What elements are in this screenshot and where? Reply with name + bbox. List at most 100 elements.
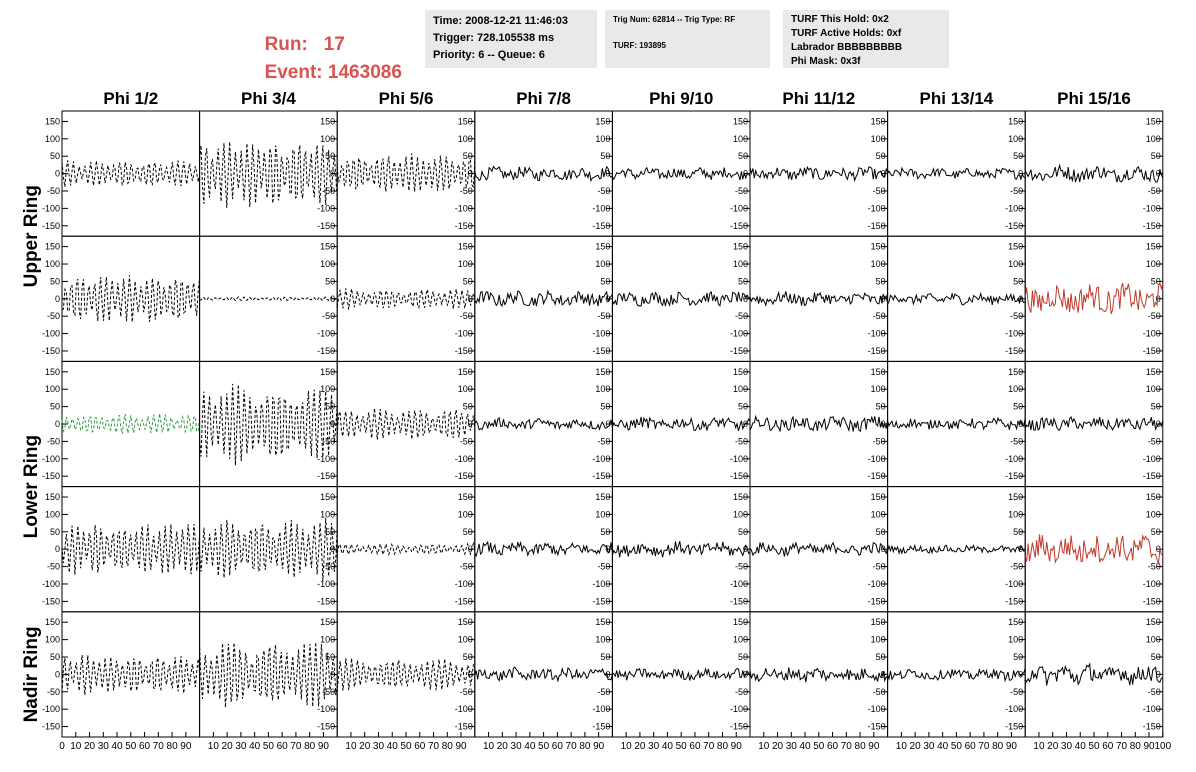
y-tick-label-r1-c8-0: 0 bbox=[1156, 169, 1161, 179]
x-tick-label-c1-60: 60 bbox=[139, 741, 151, 752]
y-tick-label-r5-c2-150: 150 bbox=[320, 617, 335, 627]
waveform-r4-c3 bbox=[336, 541, 476, 557]
y-tick-label-r1-c7-0: 0 bbox=[1018, 169, 1023, 179]
y-tick-label-r4-c3-50: 50 bbox=[463, 527, 473, 537]
y-tick-label-r4-c1--100: -100 bbox=[42, 579, 60, 589]
x-tick-label-c2-60: 60 bbox=[277, 741, 289, 752]
y-tick-label-r2-c8-0: 0 bbox=[1156, 294, 1161, 304]
y-tick-label-r3-c1-150: 150 bbox=[45, 367, 60, 377]
info-trigger: Trigger: 728.105538 ms bbox=[433, 32, 555, 44]
y-tick-label-r2-c1--150: -150 bbox=[42, 346, 60, 356]
y-tick-label-r3-c5-50: 50 bbox=[738, 402, 748, 412]
y-tick-label-r1-c2-150: 150 bbox=[320, 116, 335, 126]
x-tick-label-c8-70: 70 bbox=[1116, 741, 1128, 752]
y-tick-label-r1-c8--150: -150 bbox=[1143, 221, 1161, 231]
y-tick-label-r4-c5--50: -50 bbox=[735, 562, 748, 572]
y-tick-label-r2-c5-50: 50 bbox=[738, 276, 748, 286]
x-tick-label-c6-90: 90 bbox=[868, 741, 880, 752]
info-box-time: Time: 2008-12-21 11:46:03 Trigger: 728.1… bbox=[425, 10, 597, 68]
waveform-r1-c5 bbox=[611, 166, 751, 181]
y-tick-label-r3-c8-150: 150 bbox=[1146, 367, 1161, 377]
y-tick-label-r4-c3--100: -100 bbox=[455, 579, 473, 589]
panel-frame-r1-c1 bbox=[61, 110, 201, 237]
waveform-r2-c5 bbox=[611, 290, 751, 308]
y-tick-label-r1-c7--50: -50 bbox=[1010, 186, 1023, 196]
y-tick-label-r2-c3-100: 100 bbox=[458, 259, 473, 269]
y-tick-label-r1-c4-150: 150 bbox=[595, 116, 610, 126]
x-tick-label-c2-20: 20 bbox=[222, 741, 234, 752]
y-tick-label-r4-c7--150: -150 bbox=[1005, 596, 1023, 606]
y-tick-label-r5-c7--100: -100 bbox=[1005, 704, 1023, 714]
y-tick-label-r1-c3-0: 0 bbox=[468, 169, 473, 179]
panel-frame-r1-c3 bbox=[336, 110, 476, 237]
y-tick-label-r5-c8-0: 0 bbox=[1156, 669, 1161, 679]
y-tick-label-r4-c5-100: 100 bbox=[733, 509, 748, 519]
y-tick-label-r2-c6-150: 150 bbox=[871, 242, 886, 252]
y-tick-label-r2-c7--150: -150 bbox=[1005, 346, 1023, 356]
x-tick-label-c5-40: 40 bbox=[662, 741, 674, 752]
y-tick-label-r1-c5-0: 0 bbox=[743, 169, 748, 179]
waveform-r1-c7 bbox=[887, 166, 1026, 181]
panel-frame-r5-c4 bbox=[474, 611, 613, 738]
waveform-r4-c8 bbox=[1024, 533, 1163, 565]
x-tick-label-c8-20: 20 bbox=[1047, 741, 1059, 752]
y-tick-label-r2-c8--150: -150 bbox=[1143, 346, 1161, 356]
y-tick-label-r2-c4--50: -50 bbox=[597, 311, 610, 321]
waveform-r2-c7 bbox=[887, 291, 1026, 306]
y-tick-label-r5-c2-0: 0 bbox=[330, 669, 335, 679]
run-label: Run: 17 bbox=[254, 12, 345, 56]
waveform-r4-c1 bbox=[61, 523, 201, 575]
waveform-r2-c6 bbox=[749, 290, 889, 307]
y-tick-label-r3-c1-100: 100 bbox=[45, 384, 60, 394]
y-tick-label-r1-c7-50: 50 bbox=[1013, 151, 1023, 161]
x-tick-label-c5-90: 90 bbox=[731, 741, 743, 752]
y-tick-label-r3-c6--50: -50 bbox=[873, 436, 886, 446]
y-tick-label-r2-c7-150: 150 bbox=[1008, 242, 1023, 252]
panel-frame-r1-c4 bbox=[474, 110, 613, 237]
waveform-r2-c1 bbox=[61, 275, 201, 323]
panel-frame-r5-c3 bbox=[336, 611, 476, 738]
y-tick-label-r5-c1-50: 50 bbox=[50, 652, 60, 662]
y-tick-label-r5-c1-100: 100 bbox=[45, 635, 60, 645]
x-tick-label-c1-20: 20 bbox=[84, 741, 96, 752]
y-tick-label-r4-c8-50: 50 bbox=[1151, 527, 1161, 537]
y-tick-label-r2-c2-100: 100 bbox=[320, 259, 335, 269]
y-tick-label-r3-c3-0: 0 bbox=[468, 419, 473, 429]
y-tick-label-r2-c6--150: -150 bbox=[868, 346, 886, 356]
row-label-3: Nadir Ring bbox=[21, 626, 42, 722]
waveform-r3-c7 bbox=[887, 416, 1026, 431]
y-tick-label-r2-c8-50: 50 bbox=[1151, 276, 1161, 286]
waveform-r1-c1 bbox=[61, 160, 201, 187]
y-tick-label-r5-c3-100: 100 bbox=[458, 635, 473, 645]
y-tick-label-r2-c1--100: -100 bbox=[42, 329, 60, 339]
y-tick-label-r3-c1-50: 50 bbox=[50, 402, 60, 412]
y-tick-label-r5-c8--100: -100 bbox=[1143, 704, 1161, 714]
panel-frame-r2-c2 bbox=[199, 235, 338, 362]
y-tick-label-r4-c7--50: -50 bbox=[1010, 562, 1023, 572]
waveform-r5-c1 bbox=[61, 654, 201, 695]
waveform-r4-c5 bbox=[611, 541, 751, 558]
y-tick-label-r5-c3--100: -100 bbox=[455, 704, 473, 714]
y-tick-label-r5-c7-150: 150 bbox=[1008, 617, 1023, 627]
y-tick-label-r2-c4--100: -100 bbox=[592, 329, 610, 339]
panel-frame-r3-c8 bbox=[1024, 360, 1164, 488]
x-tick-label-c7-10: 10 bbox=[896, 741, 908, 752]
panel-frame-r2-c3 bbox=[336, 235, 476, 362]
x-tick-label-c1-0: 0 bbox=[59, 741, 65, 752]
x-tick-label-c6-80: 80 bbox=[855, 741, 867, 752]
panel-frame-r5-c1 bbox=[61, 611, 201, 738]
info-turf: TURF: 193895 bbox=[613, 41, 666, 50]
y-tick-label-r5-c7--50: -50 bbox=[1010, 687, 1023, 697]
y-tick-label-r4-c4--50: -50 bbox=[597, 562, 610, 572]
y-tick-label-r5-c7-100: 100 bbox=[1008, 635, 1023, 645]
x-tick-label-c7-40: 40 bbox=[937, 741, 949, 752]
y-tick-label-r3-c4-50: 50 bbox=[600, 402, 610, 412]
y-tick-label-r4-c8--50: -50 bbox=[1148, 562, 1161, 572]
y-tick-label-r3-c1-0: 0 bbox=[55, 419, 60, 429]
y-tick-label-r4-c3--50: -50 bbox=[460, 562, 473, 572]
y-tick-label-r5-c7--150: -150 bbox=[1005, 722, 1023, 732]
column-title-5: Phi 9/10 bbox=[649, 89, 713, 108]
y-tick-label-r4-c1--150: -150 bbox=[42, 596, 60, 606]
x-tick-label-c8-10: 10 bbox=[1033, 741, 1045, 752]
